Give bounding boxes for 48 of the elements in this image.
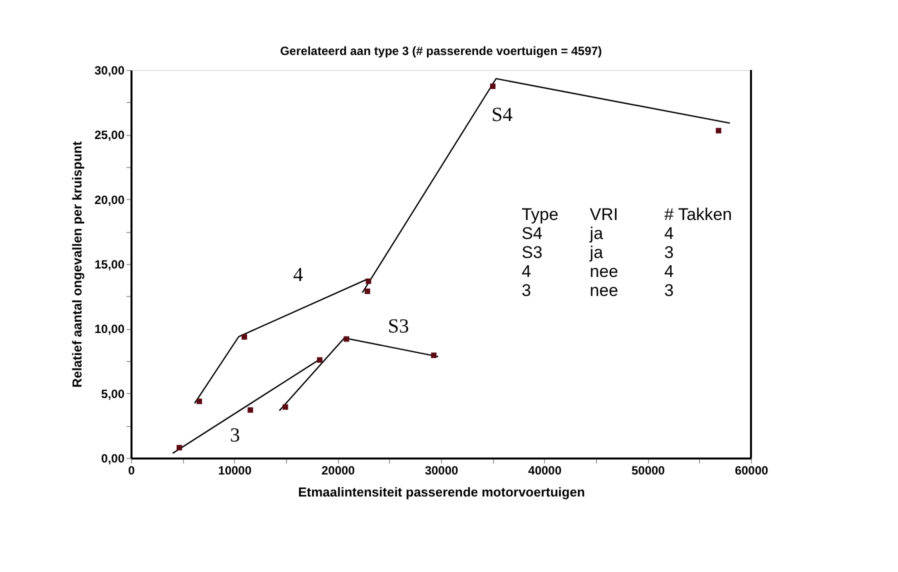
point (242, 334, 248, 340)
annotation: Type (522, 205, 558, 224)
x-tick-label: 60000 (734, 464, 769, 478)
annotation: 4 (664, 224, 674, 243)
point (716, 128, 722, 134)
point (176, 444, 182, 450)
annotation: S4 (522, 224, 542, 243)
annotation: nee (590, 281, 618, 300)
x-tick-label: 50000 (631, 464, 666, 478)
annotation: 4 (522, 262, 532, 281)
y-tick-label: 0,00 (101, 452, 125, 466)
y-tick-label: 15,00 (94, 258, 125, 272)
point (366, 278, 372, 284)
annotation: nee (590, 262, 618, 281)
annotation: 3 (664, 243, 674, 262)
annotation: # Takken (664, 205, 732, 224)
x-tick-label: 20000 (321, 464, 356, 478)
point (431, 352, 437, 358)
series-label: 4 (293, 264, 304, 286)
annotation: 4 (664, 262, 674, 281)
point (316, 357, 322, 363)
annotation: S3 (522, 243, 542, 262)
x-axis-title: Etmaalintensiteit passerende motorvoertuigen (298, 484, 585, 500)
y-tick-label: 10,00 (94, 322, 125, 336)
y-tick-label: 30,00 (94, 64, 125, 78)
x-tick-label: 10000 (218, 464, 252, 478)
point (282, 404, 288, 410)
point (344, 336, 350, 342)
annotation: 3 (664, 281, 674, 300)
y-tick-label: 25,00 (94, 128, 125, 142)
point (364, 288, 370, 294)
series-label: S3 (388, 316, 409, 338)
x-tick-label: 30000 (424, 464, 459, 478)
y-tick-label: 20,00 (94, 192, 125, 207)
chart-title: Gerelateerd aan type 3 (# passerende voertuigen = 4597) (280, 44, 602, 58)
y-axis-title: Relatief aantal ongevallen per kruispunt (69, 140, 84, 388)
y-tick-label: 5,00 (101, 386, 125, 401)
point (490, 84, 496, 90)
x-tick-label: 0 (128, 464, 136, 478)
series-label: 3 (230, 424, 240, 446)
point (248, 407, 254, 413)
annotation: ja (588, 243, 604, 262)
annotation: VRI (590, 205, 618, 224)
point (196, 398, 202, 404)
annotation: ja (588, 224, 604, 243)
annotation: 3 (522, 281, 532, 300)
series-label: S4 (491, 104, 513, 126)
x-tick-label: 40000 (528, 464, 562, 478)
